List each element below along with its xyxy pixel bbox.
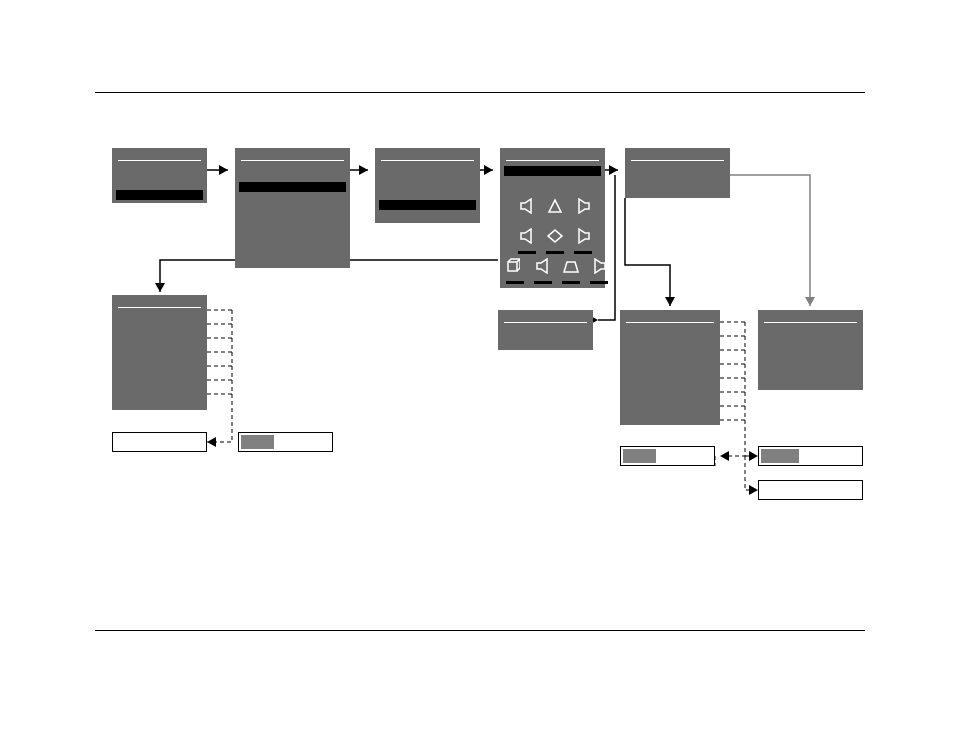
result-box-r1 — [112, 432, 207, 452]
node-title-rule — [626, 322, 714, 323]
diamond-icon — [546, 228, 564, 250]
node-n7 — [498, 310, 593, 350]
node-n1 — [112, 148, 207, 203]
node-title-rule — [381, 160, 474, 161]
node-highlight-bar — [239, 182, 346, 192]
speaker-right-icon — [574, 228, 592, 250]
node-n4 — [500, 148, 605, 288]
speaker-right-icon — [574, 198, 592, 220]
icon-row — [518, 198, 592, 220]
diagram-canvas — [0, 0, 954, 738]
result-box-fill — [623, 449, 656, 463]
cube-icon — [506, 258, 524, 280]
node-highlight-bar — [116, 190, 203, 200]
node-title-rule — [241, 160, 344, 161]
result-box-r3 — [620, 446, 715, 466]
result-box-r4 — [758, 446, 863, 466]
trapezoid-icon — [562, 258, 580, 280]
speaker-right-icon — [590, 258, 608, 280]
node-n6 — [112, 295, 207, 410]
node-n9 — [758, 310, 863, 390]
node-title-rule — [118, 307, 201, 308]
node-n2 — [235, 148, 350, 268]
speaker-left-icon — [518, 198, 536, 220]
result-box-r5 — [758, 480, 863, 500]
cone-up-icon — [546, 198, 564, 220]
icon-underline — [562, 281, 580, 284]
node-title-rule — [506, 160, 599, 161]
icon-underline — [506, 281, 524, 284]
node-highlight-bar — [504, 166, 601, 176]
icon-underline — [546, 251, 564, 254]
node-n8 — [620, 310, 720, 425]
node-title-rule — [118, 160, 201, 161]
node-title-rule — [764, 322, 857, 323]
node-title-rule — [631, 160, 724, 161]
speaker-left-icon — [518, 228, 536, 250]
speaker-left-icon — [534, 258, 552, 280]
result-box-fill — [761, 449, 799, 463]
icon-underline — [590, 281, 608, 284]
icon-row — [506, 258, 608, 280]
node-n3 — [375, 148, 480, 223]
node-title-rule — [504, 322, 587, 323]
icon-underline — [518, 251, 536, 254]
node-highlight-bar — [379, 200, 476, 210]
icon-underline — [534, 281, 552, 284]
node-n5 — [625, 148, 730, 198]
icon-underline — [574, 251, 592, 254]
result-box-r2 — [238, 432, 333, 452]
result-box-fill — [241, 435, 274, 449]
icon-row — [518, 228, 592, 250]
